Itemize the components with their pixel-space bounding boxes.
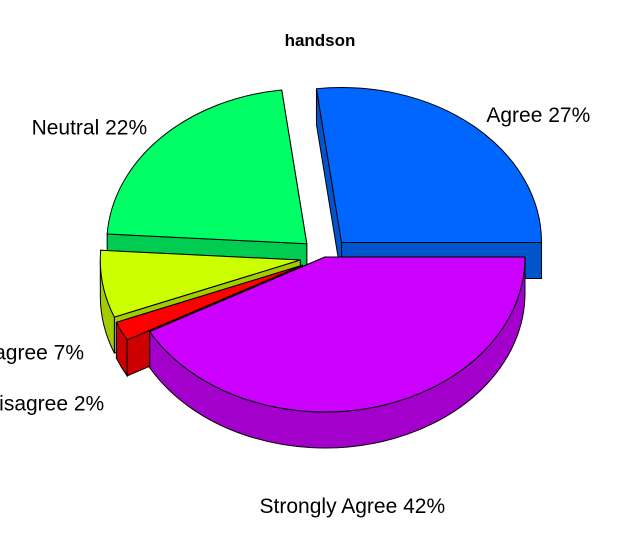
pie-slice-disagree bbox=[99, 249, 301, 318]
chart-title: handson bbox=[285, 31, 356, 50]
pie-slice-neutral bbox=[106, 89, 308, 245]
pie-labels: Agree 27% Neutral 22% Disagree 7% Strongly … bbox=[0, 104, 590, 518]
pie-label-strongly-agree: Strongly Agree 42% bbox=[260, 495, 446, 518]
pie-label-neutral: Neutral 22% bbox=[32, 117, 148, 140]
pie-slice-strongly-disagree bbox=[115, 264, 303, 341]
pie-slice-strongly-agree bbox=[148, 256, 526, 413]
pie-label-disagree: Disagree 7% bbox=[0, 342, 84, 365]
pie-slices bbox=[99, 86, 543, 413]
pie-label-strongly-disagree: Strongly Disagree 2% bbox=[0, 393, 104, 416]
pie-slice-agree bbox=[315, 86, 543, 243]
pie-label-agree: Agree 27% bbox=[486, 104, 590, 127]
